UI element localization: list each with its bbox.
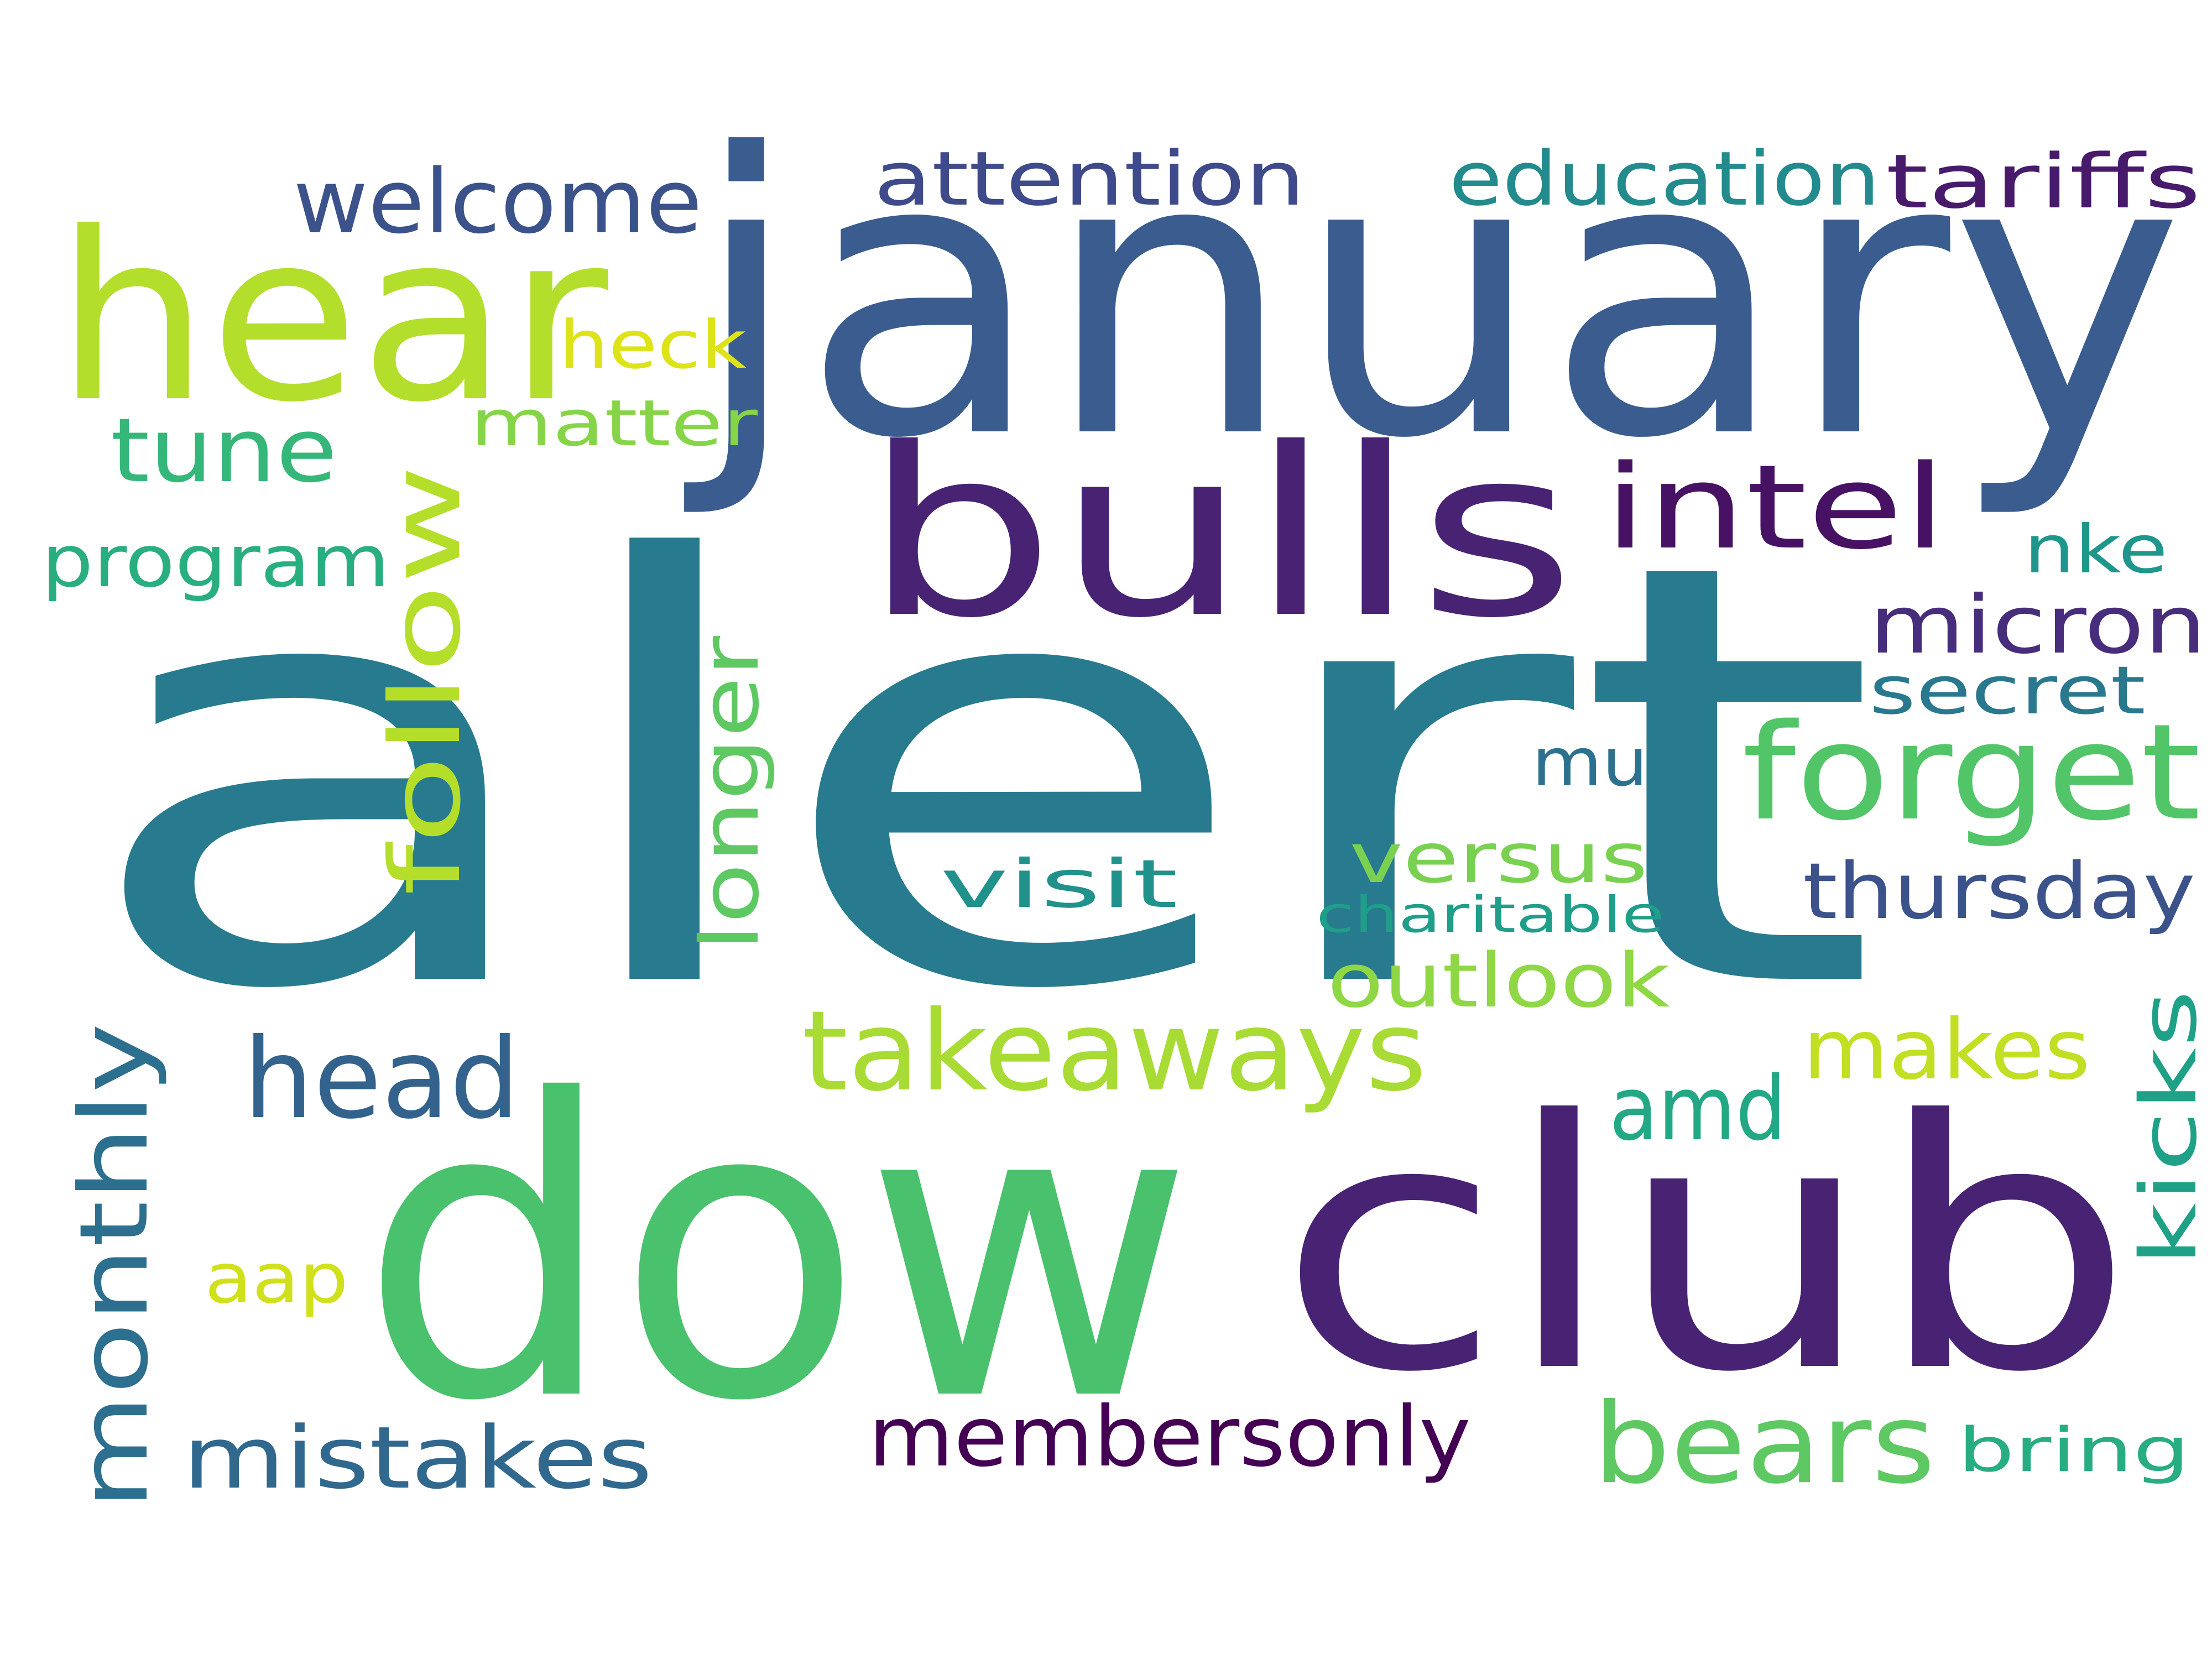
word-matter: matter (470, 387, 758, 461)
word-attention: attention (874, 135, 1305, 222)
word-bring: bring (1958, 1415, 2190, 1485)
word-mistakes: mistakes (182, 1408, 653, 1508)
word-education: education (1449, 135, 1880, 222)
word-bulls: bulls (863, 399, 1576, 669)
word-charitable: charitable (1316, 886, 1665, 944)
word-head: head (243, 1015, 520, 1144)
word-micron: micron (1869, 578, 2206, 672)
word-january: january (679, 72, 2184, 523)
word-secret: secret (1869, 653, 2146, 729)
word-versus: versus (1349, 818, 1648, 899)
word-heck: heck (559, 307, 747, 384)
word-hear: hear (55, 183, 611, 453)
word-nke: nke (2024, 512, 2168, 588)
word-bears: bears (1593, 1380, 1936, 1509)
word-takeaways: takeaways (802, 987, 1427, 1116)
word-dow: dow (359, 1014, 1194, 1490)
word-follow: follow (370, 465, 482, 896)
word-tariffs: tariffs (1886, 138, 2201, 225)
word-tune: tune (111, 399, 337, 502)
word-forget: forget (1742, 695, 2201, 850)
word-intel: intel (1604, 440, 1947, 575)
word-alert: alert (77, 440, 1880, 1116)
word-longer: longer (684, 636, 777, 951)
word-mu: mu (1532, 724, 1648, 801)
word-program: program (41, 519, 390, 603)
word-aap: aap (205, 1239, 348, 1319)
word-membersonly: membersonly (868, 1389, 1471, 1485)
word-outlook: outlook (1327, 937, 1670, 1024)
word-monthly: monthly (60, 1023, 169, 1510)
word-kicks: kicks (2124, 990, 2212, 1266)
word-club: club (1277, 1048, 2135, 1447)
word-welcome: welcome (293, 150, 702, 253)
word-thursday: thursday (1803, 847, 2195, 937)
word-visit: visit (940, 846, 1178, 923)
word-amd: amd (1609, 1057, 1786, 1160)
word-makes: makes (1803, 1002, 2090, 1098)
